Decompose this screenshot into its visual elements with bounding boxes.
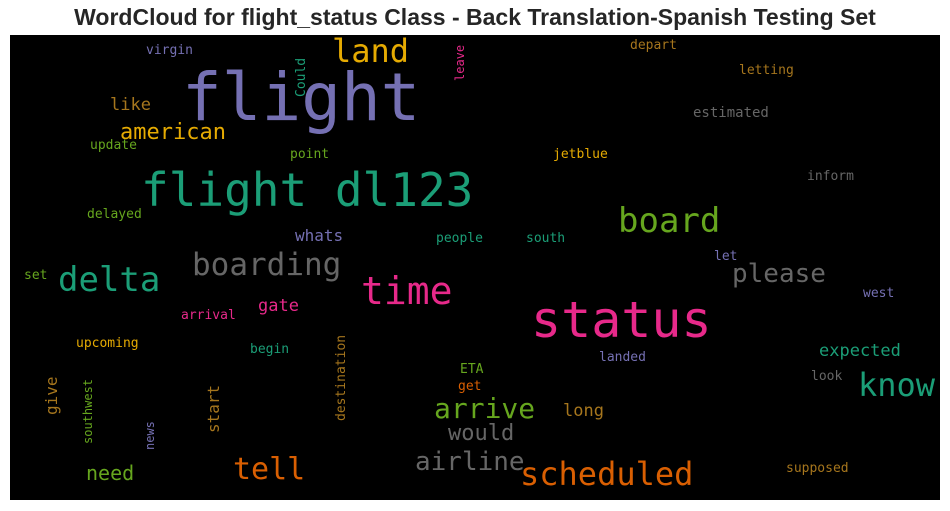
word-begin: begin bbox=[250, 342, 290, 357]
word-like: like bbox=[110, 95, 151, 115]
word-jetblue: jetblue bbox=[553, 147, 608, 162]
word-time: time bbox=[361, 269, 453, 313]
word-west: west bbox=[863, 286, 895, 301]
word-give: give bbox=[42, 376, 61, 415]
word-point: point bbox=[290, 147, 330, 162]
word-start: start bbox=[204, 384, 223, 433]
word-leave: leave bbox=[453, 44, 467, 81]
word-supposed: supposed bbox=[786, 461, 849, 476]
word-estimated: estimated bbox=[693, 105, 769, 121]
word-please: please bbox=[732, 259, 826, 289]
word-boarding: boarding bbox=[192, 247, 342, 283]
word-land: land bbox=[332, 35, 410, 70]
word-virgin: virgin bbox=[146, 43, 193, 58]
word-tell: tell bbox=[233, 452, 306, 487]
word-get: get bbox=[458, 379, 482, 394]
word-board: board bbox=[618, 201, 721, 241]
word-let: let bbox=[714, 249, 738, 264]
word-delayed: delayed bbox=[87, 207, 142, 222]
word-scheduled: scheduled bbox=[520, 455, 694, 493]
word-expected: expected bbox=[819, 341, 901, 361]
word-american: american bbox=[120, 120, 226, 145]
word-eta: ETA bbox=[460, 362, 484, 377]
chart-title: WordCloud for flight_status Class - Back… bbox=[74, 4, 876, 30]
word-letting: letting bbox=[739, 63, 794, 78]
word-arrive: arrive bbox=[434, 392, 536, 425]
word-flight-dl123: flight dl123 bbox=[141, 163, 474, 217]
word-inform: inform bbox=[807, 169, 854, 184]
word-update: update bbox=[90, 138, 137, 153]
word-set: set bbox=[24, 268, 48, 283]
word-landed: landed bbox=[599, 350, 646, 365]
word-look: look bbox=[811, 369, 843, 384]
word-would: would bbox=[448, 421, 515, 446]
word-destination: destination bbox=[334, 334, 349, 421]
word-southwest: southwest bbox=[81, 378, 95, 444]
word-news: news bbox=[143, 421, 157, 450]
word-depart: depart bbox=[630, 38, 677, 53]
word-flight: flight bbox=[182, 59, 421, 136]
word-gate: gate bbox=[258, 296, 299, 316]
word-could: Could bbox=[294, 57, 309, 97]
word-south: south bbox=[526, 231, 566, 246]
word-delta: delta bbox=[58, 260, 161, 300]
word-airline: airline bbox=[415, 447, 525, 477]
word-upcoming: upcoming bbox=[76, 336, 139, 351]
word-know: know bbox=[858, 366, 936, 404]
word-whats: whats bbox=[295, 226, 344, 245]
word-cloud: flight status flight dl123 time scheduled boa… bbox=[10, 35, 940, 500]
word-status: status bbox=[531, 291, 712, 349]
word-need: need bbox=[86, 461, 135, 485]
word-people: people bbox=[436, 231, 483, 246]
word-long: long bbox=[563, 401, 604, 421]
word-arrival: arrival bbox=[181, 308, 236, 323]
